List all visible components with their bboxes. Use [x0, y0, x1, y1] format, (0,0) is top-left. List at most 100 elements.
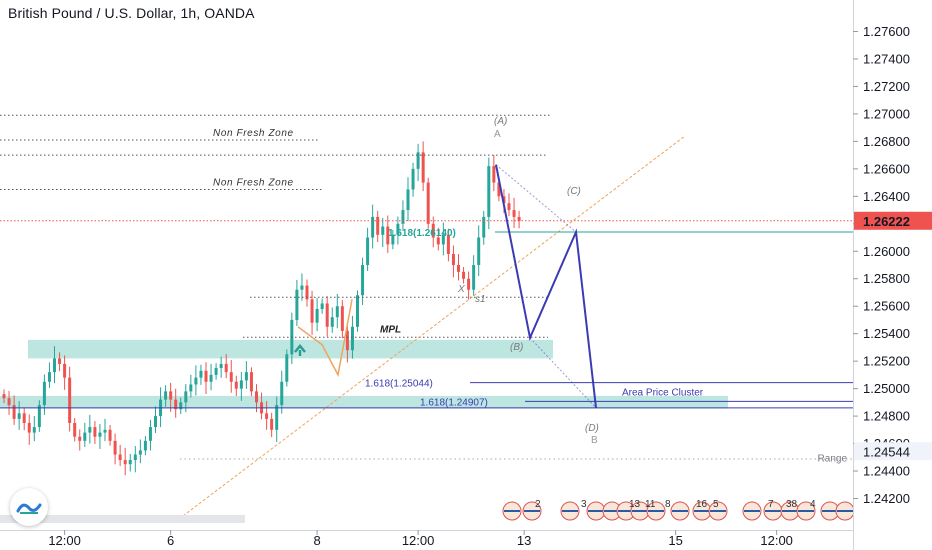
label-point-s1: s1 — [475, 294, 486, 305]
event-marker — [502, 501, 522, 521]
event-count: 7 — [768, 499, 774, 510]
y-tick-label: 1.24200 — [863, 491, 910, 506]
event-count: 16 — [696, 499, 708, 510]
candle-body — [426, 182, 430, 224]
candle-body — [300, 285, 304, 290]
event-count: 13 — [629, 499, 641, 510]
candle-body — [164, 391, 168, 400]
candle-body — [17, 413, 21, 419]
candle-body — [255, 391, 258, 403]
pattern-ac-line — [495, 164, 577, 233]
event-marker — [708, 501, 728, 521]
event-count: 2 — [535, 499, 541, 510]
current-price-label: 1.26222 — [863, 214, 910, 229]
candle-body — [451, 254, 455, 265]
candle-body — [497, 182, 501, 197]
candle-body — [482, 216, 486, 238]
label-fib-a: 1.618(1.26140) — [388, 228, 456, 239]
candle-body — [350, 326, 354, 351]
candle-body — [361, 265, 365, 296]
candle-body — [411, 168, 415, 190]
x-tick-label: 8 — [313, 533, 320, 548]
label-point-d: (D) — [585, 423, 599, 434]
label-point-x: X — [457, 284, 465, 295]
area-price-cluster-zone — [0, 395, 728, 409]
label-point-a-sub: A — [494, 129, 501, 140]
candle-body — [325, 303, 329, 327]
event-count: 5 — [713, 499, 719, 510]
y-tick-label: 1.25600 — [863, 299, 910, 314]
y-tick-label: 1.24400 — [863, 464, 910, 479]
event-marker — [670, 501, 690, 521]
candle-body — [376, 216, 380, 235]
candle-body — [512, 210, 516, 217]
candle-body — [229, 372, 233, 382]
candle-body — [37, 405, 41, 428]
swing-line — [297, 299, 353, 378]
candle-body — [340, 306, 344, 331]
candle-body — [507, 203, 511, 211]
label-non-fresh-zone-1: Non Fresh Zone — [213, 128, 294, 139]
candle-body — [462, 271, 466, 279]
event-marker — [586, 501, 606, 521]
candle-body — [78, 436, 82, 441]
y-tick-label: 1.26800 — [863, 134, 910, 149]
event-marker — [560, 501, 580, 521]
candle-body — [32, 427, 36, 433]
candle-body — [406, 189, 410, 211]
x-tick-label: 12:00 — [760, 533, 793, 548]
event-count: 4 — [810, 499, 816, 510]
y-tick-label: 1.25200 — [863, 354, 910, 369]
range-price-label: 1.24544 — [863, 444, 910, 459]
range-text: Range — [818, 453, 848, 464]
candle-body — [179, 402, 183, 410]
candle-body — [446, 234, 450, 255]
label-point-a: (A) — [494, 116, 507, 127]
candle-body — [184, 391, 188, 403]
zones — [0, 339, 728, 409]
x-tick-label: 15 — [668, 533, 682, 548]
candle-body — [12, 405, 16, 419]
x-tick-label: 6 — [167, 533, 174, 548]
candle-body — [391, 234, 395, 245]
label-fib-c: 1.618(1.24907) — [420, 397, 488, 408]
y-tick-label: 1.25000 — [863, 381, 910, 396]
candle-body — [441, 234, 445, 245]
candle-body — [53, 358, 56, 373]
candle-body — [189, 384, 193, 392]
event-markers: 2 3 13 11 8 16 5 7 38 4 — [502, 499, 855, 521]
label-mpl: MPL — [380, 325, 401, 336]
candle-body — [366, 237, 370, 265]
candle-body — [194, 377, 198, 385]
y-tick-label: 1.26400 — [863, 189, 910, 204]
candle-body — [2, 394, 6, 399]
candle-body — [118, 454, 122, 461]
candle-body — [103, 429, 107, 433]
candle-body — [345, 330, 349, 351]
candle-body — [477, 237, 481, 265]
y-tick-label: 1.27600 — [863, 24, 910, 39]
y-tick-label: 1.26600 — [863, 161, 910, 176]
candle-body — [280, 381, 284, 406]
candle-body — [381, 226, 385, 235]
tradingview-logo[interactable] — [10, 488, 48, 526]
candle-body — [457, 265, 460, 272]
candle-body — [199, 370, 203, 378]
candle-body — [320, 303, 324, 309]
event-marker — [522, 501, 542, 521]
candles — [2, 141, 521, 476]
event-marker — [646, 501, 666, 521]
candle-body — [22, 413, 26, 423]
candle-body — [123, 460, 127, 465]
candle-body — [249, 372, 253, 392]
event-count: 38 — [786, 499, 798, 510]
candle-body — [63, 363, 67, 378]
y-tick-label: 1.25400 — [863, 326, 910, 341]
candle-body — [371, 216, 375, 238]
y-tick-label: 1.27000 — [863, 106, 910, 121]
x-tick-label: 12:00 — [48, 533, 81, 548]
drawing-labels: Non Fresh Zone Non Fresh Zone MPL 1.618(1.2… — [213, 116, 847, 464]
candle-body — [492, 166, 496, 183]
candle-body — [214, 368, 218, 375]
